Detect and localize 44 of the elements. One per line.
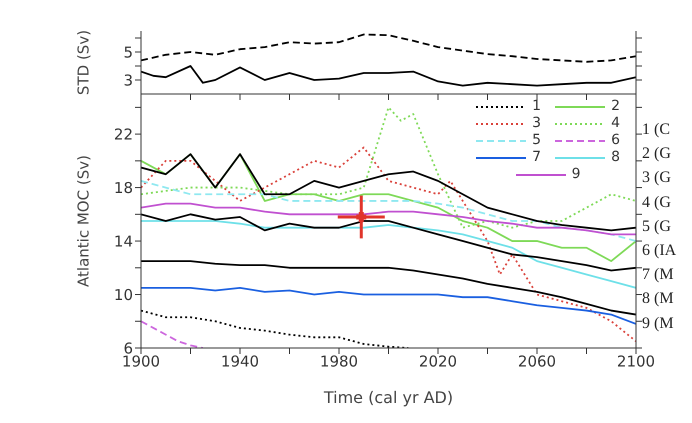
line-series — [141, 146, 636, 342]
y-tick-label: 14 — [114, 232, 133, 250]
legend-label: 9 — [572, 166, 581, 183]
text: 3 (G — [642, 168, 672, 188]
x-tick-label: 1900 — [122, 352, 160, 371]
text: 1 (C — [642, 120, 671, 140]
line-series — [141, 320, 204, 348]
y-tick-label: 18 — [114, 178, 133, 197]
line-series — [141, 202, 636, 236]
legend-label: 2 — [611, 98, 620, 115]
x-tick-label: 1940 — [220, 352, 260, 371]
legend-label: 3 — [532, 115, 542, 132]
y-tick-label: 5 — [123, 43, 133, 62]
text: 2 (G — [642, 144, 672, 164]
y-axis-title: STD (Sv) — [74, 30, 92, 96]
y-tick-label: 22 — [114, 125, 133, 144]
legend-label: 4 — [611, 115, 620, 132]
x-tick-label: 1980 — [320, 352, 358, 371]
x-tick-label: 2060 — [518, 352, 556, 371]
text: 5 (G — [642, 216, 672, 237]
x-axis-title: Time (cal yr AD) — [322, 388, 454, 407]
x-tick-label: 2020 — [418, 352, 458, 371]
line-series — [141, 213, 636, 272]
legend-label: 6 — [611, 132, 620, 149]
text: 4 (G — [642, 192, 672, 213]
legend-label: 1 — [532, 98, 542, 115]
legend-label: 8 — [611, 149, 620, 166]
line-series — [141, 180, 636, 242]
line-series — [141, 310, 410, 348]
text: 8 (M — [642, 289, 675, 310]
y-axis-title: Atlantic MOC (Sv) — [74, 155, 92, 287]
y-tick-label: 10 — [114, 286, 133, 304]
text: 9 (M — [642, 314, 675, 334]
legend-label: 5 — [532, 132, 542, 149]
line-series — [141, 260, 636, 316]
x-tick-label: 2100 — [616, 352, 656, 371]
legend-label: 7 — [532, 149, 542, 166]
line-series — [141, 220, 636, 289]
text: 7 (M — [642, 265, 675, 286]
text: 6 (IA — [642, 241, 676, 262]
line-series — [141, 34, 636, 63]
line-series — [141, 286, 636, 325]
line-series — [141, 65, 636, 86]
y-tick-label: 3 — [123, 71, 133, 90]
